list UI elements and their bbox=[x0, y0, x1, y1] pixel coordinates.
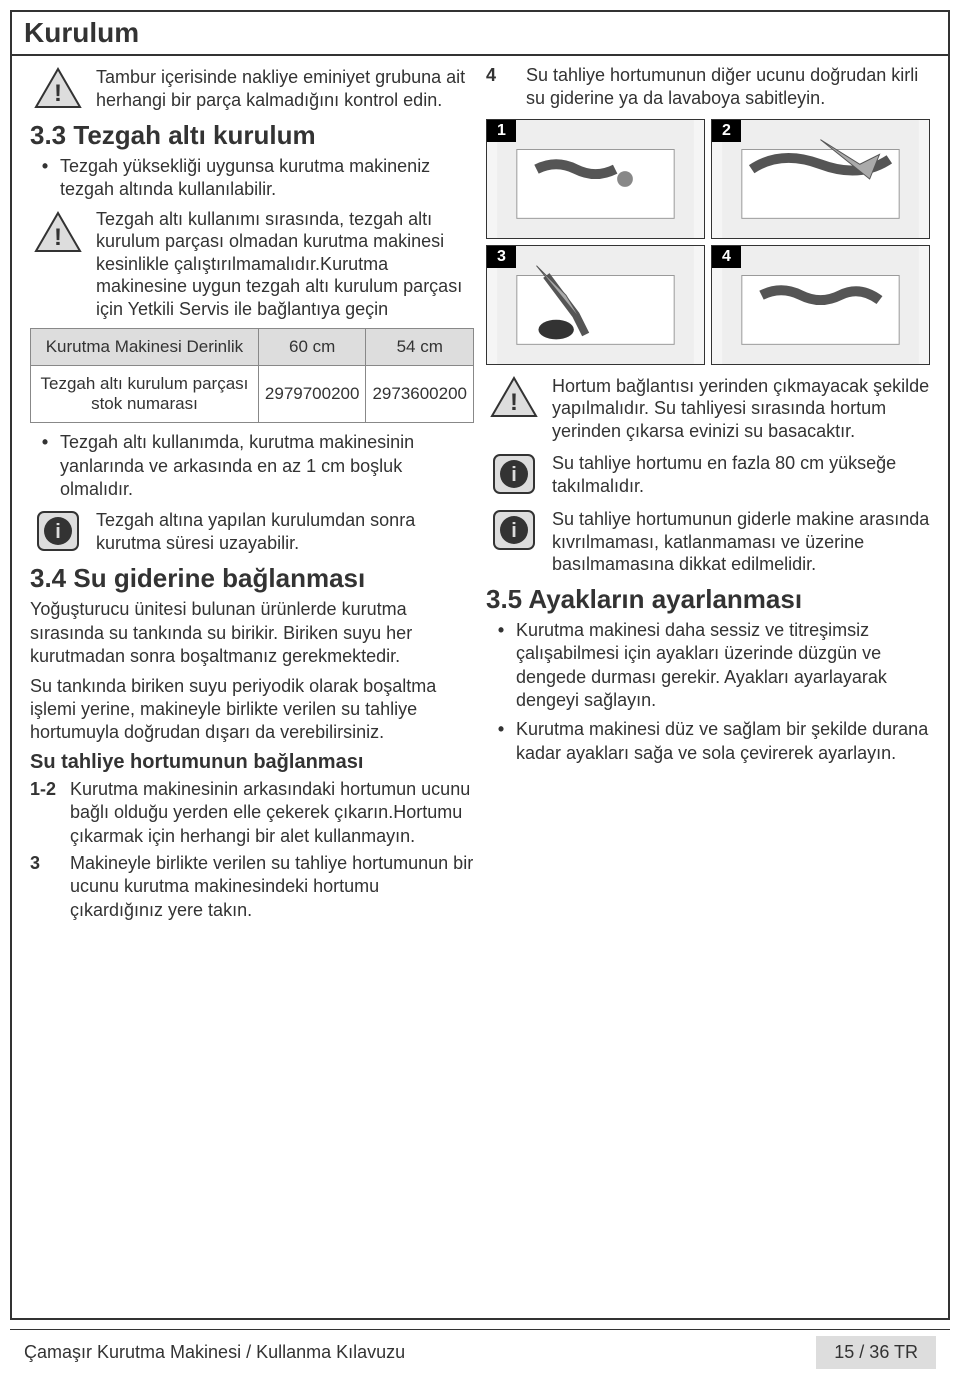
bullet-33-2: • Tezgah altı kullanımda, kurutma makine… bbox=[30, 431, 474, 501]
section-33-heading: 3.3 Tezgah altı kurulum bbox=[30, 120, 474, 151]
footer-doc-title: Çamaşır Kurutma Makinesi / Kullanma Kıla… bbox=[24, 1342, 405, 1363]
para-34-1: Yoğuşturucu ünitesi bulunan ürünlerde ku… bbox=[30, 598, 474, 668]
warning-box-3: ! Hortum bağlantısı yerinden çıkmayacak … bbox=[486, 373, 930, 443]
table-header-cell: Kurutma Makinesi Derinlik bbox=[31, 329, 259, 366]
warning-text-3: Hortum bağlantısı yerinden çıkmayacak şe… bbox=[552, 373, 930, 443]
step-number: 4 bbox=[486, 64, 526, 111]
para-34-2: Su tankında biriken suyu periyodik olara… bbox=[30, 675, 474, 745]
table-cell: Tezgah altı kurulum parçası stok numaras… bbox=[31, 366, 259, 423]
table-header-cell: 54 cm bbox=[366, 329, 474, 366]
bullet-35-2: • Kurutma makinesi düz ve sağlam bir şek… bbox=[486, 718, 930, 765]
bullet-dot: • bbox=[30, 431, 60, 501]
figure-grid: 1 2 bbox=[486, 119, 930, 365]
figure-number: 3 bbox=[487, 246, 516, 268]
svg-text:i: i bbox=[55, 521, 61, 543]
svg-text:!: ! bbox=[510, 389, 518, 416]
step-4: 4 Su tahliye hortumunun diğer ucunu doğr… bbox=[486, 64, 930, 111]
bullet-dot: • bbox=[486, 619, 516, 713]
figure-4: 4 bbox=[711, 245, 930, 365]
figure-number: 1 bbox=[487, 120, 516, 142]
bullet-dot: • bbox=[30, 155, 60, 202]
info-icon: i bbox=[30, 507, 86, 555]
svg-text:!: ! bbox=[54, 224, 62, 251]
diagram-illustration bbox=[712, 120, 929, 238]
warning-box-1: ! Tambur içerisinde nakliye eminiyet gru… bbox=[30, 64, 474, 112]
step-number: 1-2 bbox=[30, 778, 70, 848]
info-text-2: Su tahliye hortumu en fazla 80 cm yükseğ… bbox=[552, 450, 930, 497]
page-border: Kurulum ! Tambur içerisinde nakliye emin… bbox=[10, 10, 950, 1320]
warning-icon: ! bbox=[30, 64, 86, 112]
bullet-text: Kurutma makinesi düz ve sağlam bir şekil… bbox=[516, 718, 930, 765]
table-cell: 2979700200 bbox=[258, 366, 366, 423]
info-box-3: i Su tahliye hortumunun giderle makine a… bbox=[486, 506, 930, 576]
page-footer: Çamaşır Kurutma Makinesi / Kullanma Kıla… bbox=[10, 1329, 950, 1375]
figure-3: 3 bbox=[486, 245, 705, 365]
step-text: Kurutma makinesinin arkasındaki hortumun… bbox=[70, 778, 474, 848]
info-icon: i bbox=[486, 450, 542, 498]
bullet-33-1: • Tezgah yüksekliği uygunsa kurutma maki… bbox=[30, 155, 474, 202]
info-icon: i bbox=[486, 506, 542, 554]
warning-text-1: Tambur içerisinde nakliye eminiyet grubu… bbox=[96, 64, 474, 111]
info-text-1: Tezgah altına yapılan kurulumdan sonra k… bbox=[96, 507, 474, 554]
warning-icon: ! bbox=[30, 208, 86, 256]
svg-text:!: ! bbox=[54, 80, 62, 107]
section-34-heading: 3.4 Su giderine bağlanması bbox=[30, 563, 474, 594]
info-box-2: i Su tahliye hortumu en fazla 80 cm yüks… bbox=[486, 450, 930, 498]
footer-page-number: 15 / 36 TR bbox=[816, 1336, 936, 1369]
step-number: 3 bbox=[30, 852, 70, 922]
left-column: ! Tambur içerisinde nakliye eminiyet gru… bbox=[24, 64, 480, 926]
svg-text:i: i bbox=[511, 520, 517, 542]
step-text: Makineyle birlikte verilen su tahliye ho… bbox=[70, 852, 474, 922]
page-title: Kurulum bbox=[12, 12, 948, 56]
figure-number: 2 bbox=[712, 120, 741, 142]
diagram-illustration bbox=[487, 120, 704, 238]
bullet-dot: • bbox=[486, 718, 516, 765]
table-header-row: Kurutma Makinesi Derinlik 60 cm 54 cm bbox=[31, 329, 474, 366]
diagram-illustration bbox=[712, 246, 929, 364]
warning-text-2: Tezgah altı kullanımı sırasında, tezgah … bbox=[96, 208, 474, 321]
sub-34-heading: Su tahliye hortumunun bağlanması bbox=[30, 751, 474, 774]
section-35-heading: 3.5 Ayakların ayarlanması bbox=[486, 584, 930, 615]
info-box-1: i Tezgah altına yapılan kurulumdan sonra… bbox=[30, 507, 474, 555]
bullet-text: Tezgah altı kullanımda, kurutma makinesi… bbox=[60, 431, 474, 501]
bullet-text: Kurutma makinesi daha sessiz ve titreşim… bbox=[516, 619, 930, 713]
warning-icon: ! bbox=[486, 373, 542, 421]
table-header-cell: 60 cm bbox=[258, 329, 366, 366]
diagram-illustration bbox=[487, 246, 704, 364]
step-3: 3 Makineyle birlikte verilen su tahliye … bbox=[30, 852, 474, 922]
table-data-row: Tezgah altı kurulum parçası stok numaras… bbox=[31, 366, 474, 423]
figure-1: 1 bbox=[486, 119, 705, 239]
right-column: 4 Su tahliye hortumunun diğer ucunu doğr… bbox=[480, 64, 936, 926]
info-text-3: Su tahliye hortumunun giderle makine ara… bbox=[552, 506, 930, 576]
content-columns: ! Tambur içerisinde nakliye eminiyet gru… bbox=[12, 56, 948, 934]
step-1-2: 1-2 Kurutma makinesinin arkasındaki hort… bbox=[30, 778, 474, 848]
step-text: Su tahliye hortumunun diğer ucunu doğrud… bbox=[526, 64, 930, 111]
warning-box-2: ! Tezgah altı kullanımı sırasında, tezga… bbox=[30, 208, 474, 321]
svg-text:i: i bbox=[511, 464, 517, 486]
figure-number: 4 bbox=[712, 246, 741, 268]
bullet-text: Tezgah yüksekliği uygunsa kurutma makine… bbox=[60, 155, 474, 202]
bullet-35-1: • Kurutma makinesi daha sessiz ve titreş… bbox=[486, 619, 930, 713]
figure-2: 2 bbox=[711, 119, 930, 239]
table-cell: 2973600200 bbox=[366, 366, 474, 423]
spec-table: Kurutma Makinesi Derinlik 60 cm 54 cm Te… bbox=[30, 328, 474, 423]
